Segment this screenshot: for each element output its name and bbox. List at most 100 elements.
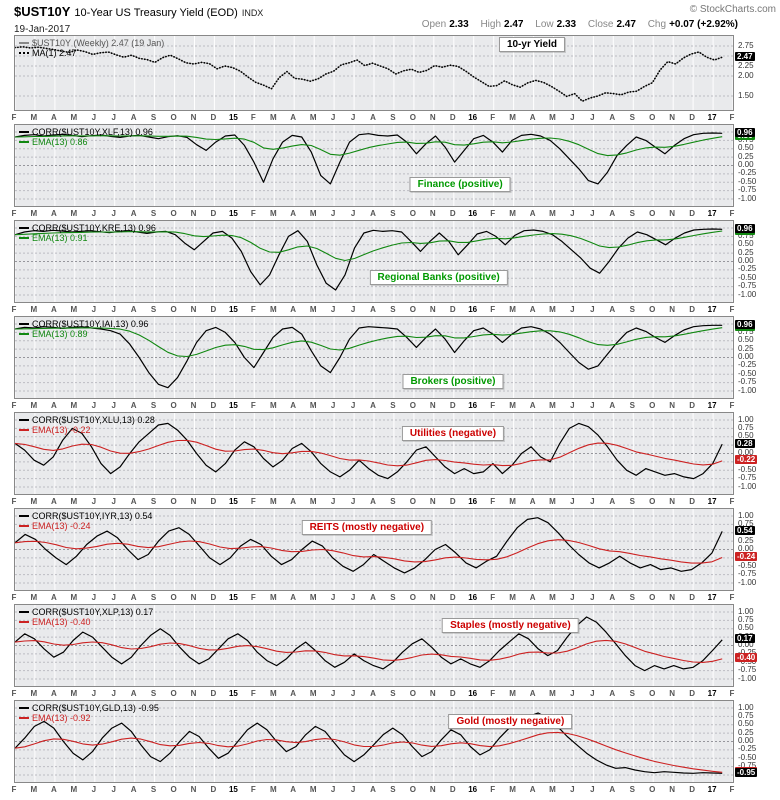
month-label: A <box>609 305 616 314</box>
month-label: J <box>91 593 97 602</box>
month-label: M <box>509 401 516 410</box>
month-label: O <box>170 401 177 410</box>
month-label: A <box>290 785 297 794</box>
year-label: 17 <box>707 113 717 122</box>
month-label: D <box>210 305 217 314</box>
regional-banks-legend: CORR($UST10Y,KRE,13) 0.96 EMA(13) 0.91 <box>19 223 156 243</box>
month-label: M <box>30 305 38 314</box>
gold-y-axis: 1.000.750.500.250.00-0.25-0.50-0.75-1.00… <box>734 700 780 781</box>
month-label: J <box>570 689 575 698</box>
month-label: N <box>190 305 197 314</box>
month-label: F <box>11 209 17 218</box>
month-label: J <box>590 785 595 794</box>
y-axis-tick-label: 0.50 <box>738 335 754 345</box>
last-value-badge: -0.95 <box>735 767 758 777</box>
y-axis-tick-label: 0.00 <box>738 736 754 745</box>
y-axis-tick-label: -0.50 <box>738 176 757 186</box>
month-label: J <box>350 689 356 698</box>
ema-series-label: EMA(13) -0.24 <box>32 521 91 531</box>
month-label: J <box>91 209 97 218</box>
month-label: J <box>350 593 356 602</box>
panel-regional-banks-correlation: CORR($UST10Y,KRE,13) 0.96 EMA(13) 0.91 R… <box>14 220 756 303</box>
month-label: A <box>290 305 297 314</box>
month-label: S <box>390 401 396 410</box>
open-label: Open <box>421 19 447 30</box>
price-y-axis: 2.752.502.252.001.502.47 <box>734 35 780 109</box>
time-axis: F M A M J J A S O N D 15 F M A M J J A S O N D 16 F M A M J J A S O N D 17 F <box>11 207 734 220</box>
month-label: S <box>629 209 635 218</box>
ma-series-swatch <box>19 52 29 54</box>
year-label: 17 <box>707 689 717 698</box>
month-label: J <box>570 785 575 794</box>
month-label: M <box>70 209 78 218</box>
month-label: M <box>509 593 516 602</box>
month-label: J <box>330 593 336 602</box>
month-label: J <box>590 113 595 122</box>
month-label: J <box>350 305 356 314</box>
last-value-badge: 0.96 <box>735 223 755 233</box>
month-label: A <box>51 785 57 794</box>
ema-line <box>15 327 723 358</box>
month-label: M <box>70 401 78 410</box>
month-label: M <box>309 785 317 794</box>
month-label: A <box>609 593 616 602</box>
month-label: D <box>689 593 695 602</box>
gold-legend: CORR($UST10Y,GLD,13) -0.95 EMA(13) -0.92 <box>19 703 159 723</box>
close-value: 2.47 <box>616 19 636 30</box>
ema-line <box>15 135 723 157</box>
month-label: J <box>590 401 595 410</box>
y-axis-tick-label: 0.50 <box>738 239 754 249</box>
close-label: Close <box>587 19 614 30</box>
quote-strip: Open 2.33 High 2.47 Low 2.33 Close 2.47 Chg +… <box>413 19 738 30</box>
month-label: J <box>111 401 116 410</box>
y-axis-tick-label: -0.25 <box>738 360 757 370</box>
month-label: S <box>629 113 635 122</box>
month-label: M <box>309 401 317 410</box>
month-label: J <box>91 785 97 794</box>
month-label: D <box>210 401 217 410</box>
month-label: S <box>150 689 157 698</box>
ema-series-swatch <box>19 333 29 335</box>
y-axis-tick-label: -1.00 <box>738 577 757 587</box>
y-axis-tick-label: -0.75 <box>738 185 757 195</box>
y-axis-tick-label: -1.00 <box>738 193 757 203</box>
month-label: M <box>509 305 516 314</box>
month-label: F <box>729 305 735 314</box>
month-label: J <box>111 497 116 506</box>
staples-plot <box>15 605 733 686</box>
month-label: A <box>51 689 57 698</box>
correlation-line <box>15 712 723 774</box>
month-label: M <box>30 785 38 794</box>
month-label: A <box>130 305 137 314</box>
month-label: N <box>429 305 436 314</box>
month-label: D <box>449 209 456 218</box>
month-label: O <box>170 593 177 602</box>
month-label: O <box>409 497 417 506</box>
annotation-10yr-yield: 10-yr Yield <box>498 37 565 53</box>
month-label: J <box>350 497 356 506</box>
month-label: N <box>669 401 676 410</box>
year-label: 15 <box>228 305 238 314</box>
month-label: N <box>429 689 436 698</box>
chg-label: Chg <box>647 19 667 30</box>
month-label: J <box>350 401 356 410</box>
month-label: D <box>689 689 695 698</box>
month-label: A <box>529 305 536 314</box>
month-label: S <box>150 305 157 314</box>
corr-series-label: CORR($UST10Y,XLU,13) 0.28 <box>32 415 155 425</box>
month-label: M <box>549 113 556 122</box>
time-axis: F M A M J J A S O N D 15 F M A M J J A S O N D 16 F M A M J J A S O N D 17 F <box>12 399 734 412</box>
y-axis-tick-label: 0.00 <box>738 448 754 457</box>
y-axis-tick-label: 1.00 <box>738 510 754 520</box>
month-label: D <box>449 593 456 602</box>
month-label: O <box>649 113 656 122</box>
month-label: N <box>429 497 436 506</box>
month-label: A <box>609 401 616 410</box>
last-value-badge: -0.40 <box>735 653 758 663</box>
y-axis-tick-label: 0.00 <box>738 640 754 649</box>
month-label: S <box>629 401 635 410</box>
month-label: S <box>390 305 396 314</box>
y-axis-tick-label: 0.75 <box>738 230 754 240</box>
month-label: F <box>729 785 735 794</box>
correlation-line <box>15 324 723 389</box>
